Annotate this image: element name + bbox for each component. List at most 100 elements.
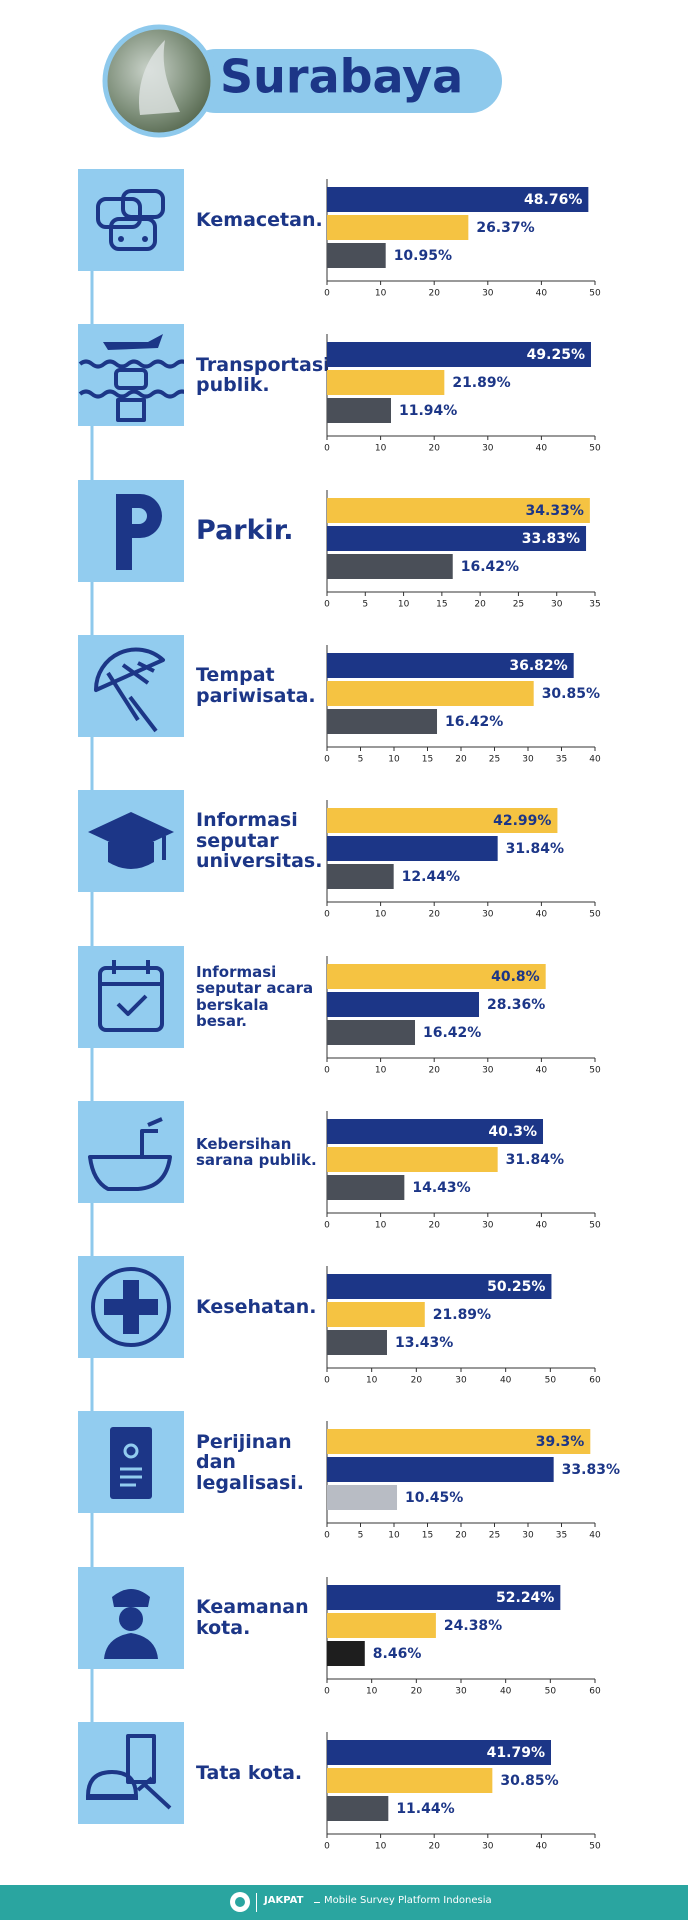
chart: 0 10 20 30 40 50 49.25% 21.89% 11.94% [324, 334, 601, 454]
bar [327, 342, 591, 368]
chart: 0 5 10 15 20 25 30 35 40 36.82% 30.85% 16.42% [324, 644, 601, 764]
value-label: 40.8% [491, 969, 540, 985]
x-tick-label: 10 [375, 289, 387, 299]
x-tick-label: 10 [375, 1220, 387, 1230]
bar [327, 1740, 551, 1765]
bar [327, 553, 453, 579]
bar [327, 680, 534, 706]
icon-shape [112, 959, 150, 974]
icon-shape [116, 398, 146, 423]
icon-shape [96, 197, 142, 229]
bar [327, 963, 546, 989]
x-tick-label: 35 [556, 1531, 567, 1541]
bar [327, 1118, 544, 1144]
chart-title: Tempat pariwisata. [196, 664, 316, 707]
x-tick-label: 15 [436, 599, 447, 609]
x-tick-label: 60 [589, 1686, 601, 1696]
x-tick-label: 50 [589, 910, 601, 920]
chart: 0 10 20 30 40 50 60 52.24% 24.38% 8.46% [324, 1576, 601, 1696]
x-tick-label: 20 [428, 1220, 440, 1230]
bar [327, 243, 386, 268]
x-tick-label: 10 [375, 1065, 387, 1075]
footer-tagline: Mobile Survey Platform Indonesia [324, 1895, 492, 1906]
bar [327, 1457, 554, 1483]
chart-title: Keamanan kota. [196, 1596, 309, 1639]
page-title: Surabaya [220, 50, 463, 104]
chart-title: Informasi seputar acara berskala besar. [196, 963, 314, 1030]
value-label: 31.84% [506, 841, 564, 857]
x-tick-label: 40 [589, 1531, 601, 1541]
icon [78, 1566, 184, 1669]
x-tick-label: 0 [324, 1531, 330, 1541]
icon-shape [78, 389, 184, 399]
x-tick-label: 15 [422, 1531, 433, 1541]
icon [78, 1100, 184, 1203]
icon-shape [109, 217, 157, 251]
value-label: 48.76% [524, 192, 582, 208]
chart: 0 10 20 30 40 50 42.99% 31.84% 12.44% [324, 800, 601, 920]
icon [78, 1411, 184, 1514]
value-label: 50.25% [487, 1279, 545, 1295]
bar [327, 708, 438, 734]
value-label: 10.95% [394, 248, 452, 264]
statue [139, 40, 180, 115]
value-label: 40.3% [488, 1124, 537, 1140]
bar [327, 1330, 387, 1356]
icon [78, 945, 184, 1048]
value-label: 13.43% [395, 1335, 453, 1351]
x-tick-label: 20 [428, 1065, 440, 1075]
x-tick-label: 50 [589, 289, 601, 299]
bar [327, 497, 590, 523]
x-tick-label: 60 [589, 1376, 601, 1386]
x-tick-label: 30 [482, 289, 494, 299]
x-tick-label: 30 [482, 1842, 494, 1852]
footer-brand: JAKPAT [264, 1895, 304, 1906]
x-tick-label: 20 [411, 1686, 423, 1696]
chart: 0 10 20 30 40 50 40.3% 31.84% 14.43% [324, 1110, 601, 1230]
x-tick-label: 25 [489, 1531, 500, 1541]
chart: 0 10 20 30 40 50 41.79% 30.85% 11.44% [324, 1732, 601, 1852]
icon-shape [86, 1770, 138, 1798]
bar [327, 991, 480, 1017]
chart: 0 10 20 30 40 50 60 50.25% 21.89% 13.43% [324, 1266, 601, 1386]
bar [327, 1796, 389, 1821]
bar [327, 1174, 405, 1200]
value-label: 30.85% [500, 1773, 558, 1789]
x-tick-label: 30 [482, 910, 494, 920]
bar [327, 215, 469, 240]
bar [327, 1019, 416, 1045]
icon-shape [108, 842, 154, 870]
icon-shape [91, 1267, 171, 1348]
icon-shape [120, 1467, 142, 1487]
value-label: 49.25% [527, 347, 585, 363]
chart-title: Parkir. [196, 515, 294, 547]
icon-shape [112, 1588, 150, 1607]
x-tick-label: 40 [536, 444, 548, 454]
x-tick-label: 50 [589, 444, 601, 454]
x-tick-label: 30 [455, 1376, 467, 1386]
value-label: 21.89% [452, 375, 510, 391]
x-tick-label: 35 [556, 754, 567, 764]
icon [78, 790, 184, 893]
bar [327, 1302, 425, 1328]
value-label: 11.94% [399, 403, 457, 419]
x-tick-label: 50 [589, 1065, 601, 1075]
x-tick-label: 10 [388, 754, 400, 764]
bar [327, 1274, 552, 1300]
icon-shape [106, 661, 155, 721]
bar [327, 808, 558, 834]
x-tick-label: 30 [455, 1686, 467, 1696]
bar [327, 398, 391, 424]
value-label: 11.44% [396, 1801, 454, 1817]
icon-shape [98, 965, 164, 1032]
bar [327, 525, 587, 551]
x-tick-label: 40 [589, 754, 601, 764]
logo-shape [235, 1897, 245, 1907]
x-tick-label: 20 [428, 910, 440, 920]
value-label: 12.44% [402, 869, 460, 885]
icon-shape [136, 1776, 172, 1810]
icon-shape [123, 1443, 139, 1459]
x-tick-label: 20 [455, 1531, 467, 1541]
bar [327, 1768, 493, 1793]
x-tick-label: 40 [536, 1220, 548, 1230]
